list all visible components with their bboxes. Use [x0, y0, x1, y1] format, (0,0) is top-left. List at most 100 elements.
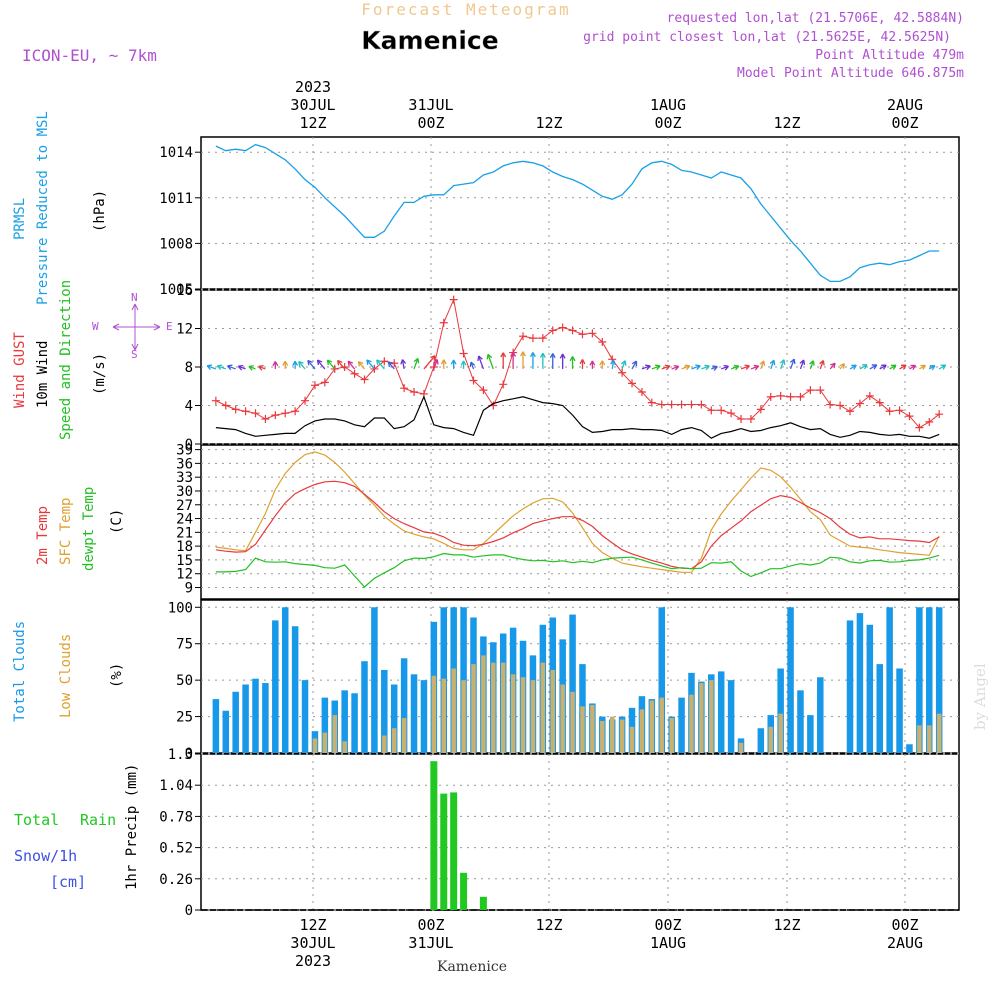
wind-arrow-head	[819, 359, 825, 366]
gust-marker	[548, 326, 557, 335]
wind-arrow	[477, 355, 485, 370]
bottom-time-day: 1AUG	[650, 934, 686, 952]
wind-arrow	[859, 364, 868, 370]
wind-arrow-shaft	[621, 360, 626, 370]
wind-arrow	[909, 364, 917, 371]
top-time-day: 31JUL	[408, 96, 453, 114]
gust-marker	[221, 401, 230, 410]
wind-arrow	[789, 358, 796, 370]
gust-marker	[350, 369, 359, 378]
wind-arrow-shaft	[691, 365, 701, 370]
wind-arrow-head	[910, 364, 917, 371]
total-cloud-bar	[886, 607, 893, 753]
top-time-day: 1AUG	[650, 96, 686, 114]
gust-marker	[479, 386, 488, 395]
wind-arrow	[849, 364, 857, 370]
wind-arrow-shaft	[217, 365, 226, 370]
low-cloud-bar	[580, 706, 585, 753]
wind-arrow-shaft	[681, 365, 691, 370]
wind-arrow	[889, 364, 897, 370]
wind-arrow-head	[712, 365, 718, 371]
low-cloud-bar	[461, 680, 466, 753]
gust-marker	[727, 409, 736, 418]
low-cloud-bar	[917, 725, 922, 753]
prmsl-long-label: Pressure Reduced to MSL	[35, 111, 51, 305]
gust-marker	[469, 376, 478, 385]
temp-axis-tick-label: 21	[176, 525, 193, 541]
gust-marker	[647, 398, 656, 407]
wind-arrow-shaft	[641, 365, 651, 370]
wind-arrow-shaft	[859, 364, 868, 370]
gust-marker	[528, 334, 537, 343]
wind-axis-tick-label: 12	[176, 322, 193, 338]
precip-unit: 1hr Precip (mm)	[124, 764, 140, 890]
total-cloud-bar	[361, 661, 368, 753]
wind-arrow-head	[673, 364, 680, 371]
cloud-axis-tick-label: 100	[168, 600, 193, 616]
precip-labels: Total Rain Snow/1h [cm] 1hr Precip (mm)	[14, 764, 140, 891]
total-cloud-bar	[569, 614, 576, 753]
plot-area: 12Z30JUL202312Z30JUL202300Z31JUL00Z31JUL…	[159, 78, 960, 970]
wind-arrow-shaft	[316, 359, 326, 370]
snow-label: Snow/1h	[14, 847, 77, 865]
gust-marker	[905, 412, 914, 421]
gust-label: Wind GUST	[12, 332, 28, 408]
gust-marker	[746, 414, 755, 423]
wind-arrow	[226, 364, 236, 371]
gust-marker	[519, 332, 528, 341]
gust-marker	[687, 400, 696, 409]
wind-arrow-head	[723, 364, 729, 371]
wind-arrow-head	[599, 360, 606, 366]
wind-arrow	[272, 361, 279, 369]
low-cloud-bar	[689, 694, 694, 753]
top-time-day: 30JUL	[290, 96, 335, 114]
wind-arrow	[316, 359, 326, 370]
low-cloud-bar	[342, 741, 347, 753]
total-cloud-bar	[727, 680, 735, 753]
wind-arrow-head	[307, 359, 313, 366]
gust-marker	[826, 400, 835, 409]
bottom-time-hour: 00Z	[654, 916, 681, 934]
wind-arrow-head	[920, 364, 926, 371]
gust-marker	[598, 337, 607, 346]
bottom-time-day: 30JUL	[290, 934, 335, 952]
wind-arrow	[899, 364, 907, 370]
total-cloud-bar	[242, 684, 249, 753]
total-cloud-bar	[807, 715, 814, 753]
wind-arrow-head	[440, 359, 447, 365]
wind-arrow	[599, 360, 606, 369]
gust-marker	[796, 392, 805, 401]
wind-arrow	[248, 365, 256, 371]
wind-arrow	[681, 364, 691, 371]
total-cloud-bar	[876, 664, 883, 753]
wind-arrow	[469, 361, 476, 370]
total-cloud-bar	[896, 668, 903, 753]
wind-arrow-shaft	[760, 360, 765, 370]
gust-marker	[707, 406, 716, 415]
total-cloud-bar	[926, 607, 933, 753]
temp-labels: 2m Temp SFC Temp dewpt Temp (C)	[35, 487, 125, 571]
sfc-temp-line	[215, 451, 940, 573]
wind-arrow-head	[336, 359, 343, 366]
temp-unit: (C)	[109, 509, 125, 534]
wind-arrow-shaft	[337, 360, 346, 370]
low-cloud-bar	[669, 718, 674, 753]
gust-marker	[925, 417, 934, 426]
rain-label: Rain	[80, 811, 116, 829]
compass-e: E	[166, 320, 173, 333]
wind-arrow-shaft	[227, 365, 236, 370]
gust-marker	[400, 384, 409, 393]
low-cloud-bar	[699, 683, 704, 753]
wind-arrow-shaft	[206, 365, 217, 370]
wind-arrow-head	[695, 364, 701, 370]
top-time-hour: 00Z	[417, 114, 444, 132]
total-cloud-bar	[222, 710, 230, 753]
wind-arrow	[237, 364, 246, 371]
top-time-hour: 12Z	[299, 114, 326, 132]
wind-arrow	[292, 360, 299, 369]
wind-arrow-head	[809, 360, 815, 366]
gridpoint-coords: grid point closest lon,lat (21.5625E, 42…	[583, 30, 951, 45]
wind10-label: 10m Wind	[35, 341, 51, 408]
wind-arrow	[336, 359, 346, 370]
bottom-time-hour: 12Z	[299, 916, 326, 934]
